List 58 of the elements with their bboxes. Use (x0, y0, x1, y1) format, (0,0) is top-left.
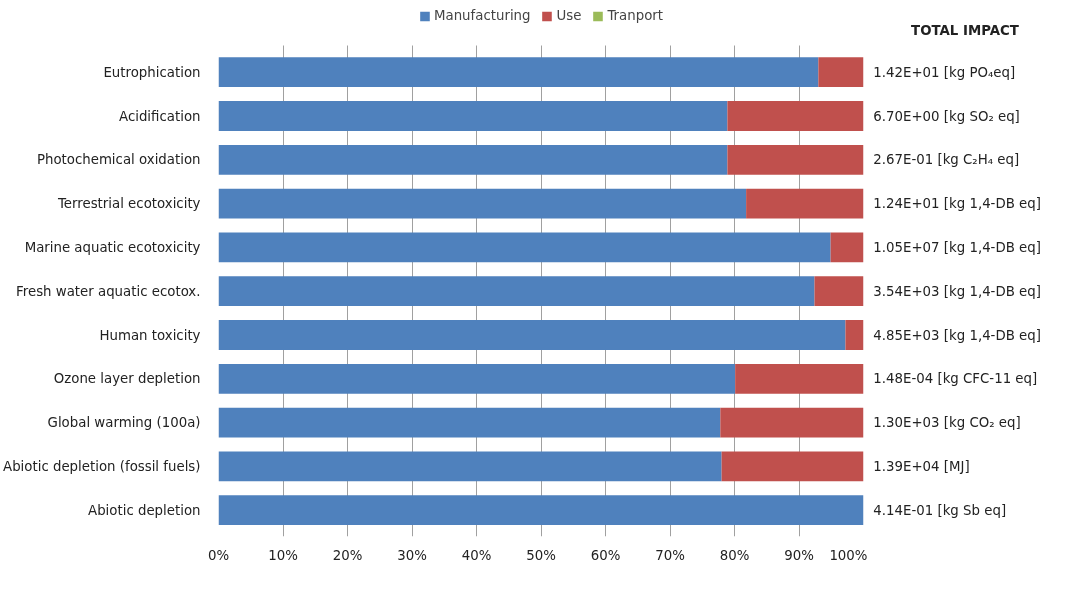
text: 6.70E+00 [kg SO₂ eq] (873, 108, 1020, 124)
bar (735, 363, 864, 394)
x-tick-label: 0% (207, 547, 230, 563)
bar (218, 232, 831, 263)
bar (218, 320, 846, 350)
bar (218, 276, 815, 307)
text: 2.67E-01 [kg C₂H₄ eq] (873, 152, 1020, 168)
x-tick-label: 70% (655, 547, 685, 563)
y-tick-label: Ozone layer depletion (53, 371, 201, 387)
text: TOTAL IMPACT (911, 23, 1020, 39)
bar (218, 407, 721, 438)
legend-label: Tranport (607, 8, 664, 23)
text: 1.05E+07 [kg 1,4-DB eq] (873, 239, 1041, 255)
y-tick-label: Abiotic depletion (88, 502, 201, 518)
x-tick-label: 100% (829, 547, 868, 563)
text: 1.42E+01 [kg PO₄eq] (873, 64, 1016, 80)
text: 1.30E+03 [kg CO₂ eq] (873, 415, 1021, 431)
bar (830, 232, 864, 263)
text: 4.85E+03 [kg 1,4-DB eq] (873, 327, 1041, 343)
bar (218, 144, 728, 175)
bar (218, 188, 747, 219)
bar (720, 407, 864, 438)
bar (218, 101, 728, 131)
bar (218, 57, 819, 88)
y-tick-label: Global warming (100a) (47, 415, 201, 431)
x-tick-label: 20% (332, 547, 363, 563)
y-tick-label: Human toxicity (99, 327, 201, 343)
text: 1.39E+04 [MJ] (873, 458, 970, 474)
y-tick-label: Eutrophication (103, 64, 201, 80)
x-tick-label: 60% (590, 547, 621, 563)
text: 1.24E+01 [kg 1,4-DB eq] (873, 196, 1041, 212)
text: 1.48E-04 [kg CFC-11 eq] (873, 371, 1038, 387)
bar (727, 144, 864, 175)
x-tick-label: 10% (268, 547, 298, 563)
x-tick-label: 40% (461, 547, 492, 563)
bar (218, 451, 722, 482)
bar (814, 276, 864, 307)
legend-label: Use (556, 8, 582, 23)
y-tick-label: Fresh water aquatic ecotox. (16, 283, 201, 299)
x-tick-label: 90% (784, 547, 814, 563)
x-tick-label: 30% (397, 547, 427, 563)
bar (746, 188, 864, 219)
y-tick-label: Terrestrial ecotoxicity (56, 196, 201, 212)
y-tick-label: Photochemical oxidation (36, 152, 201, 168)
text: 4.14E-01 [kg Sb eq] (873, 502, 1007, 518)
bar (218, 495, 864, 526)
y-tick-label: Marine aquatic ecotoxicity (24, 239, 201, 255)
bar (727, 101, 864, 131)
bar (721, 451, 864, 482)
legend-label: Manufacturing (433, 8, 531, 23)
text: 3.54E+03 [kg 1,4-DB eq] (873, 283, 1041, 299)
bar (218, 363, 736, 394)
y-tick-label: Acidification (119, 108, 201, 124)
bar (845, 320, 864, 350)
x-tick-label: 50% (526, 547, 556, 563)
bar (818, 57, 864, 88)
x-tick-label: 80% (719, 547, 750, 563)
y-tick-label: Abiotic depletion (fossil fuels) (3, 458, 201, 474)
